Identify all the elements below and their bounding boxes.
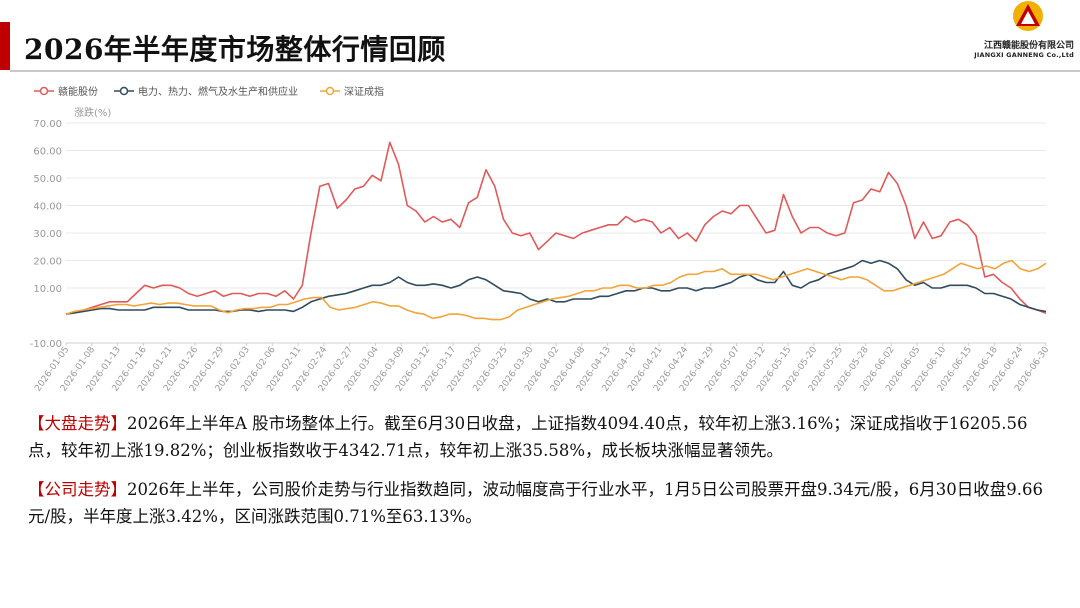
legend-entry-label: 电力、热力、燃气及水生产和供应业 [138,85,298,98]
company-name-cn: 江西赣能股份有限公司 [983,41,1074,51]
line-chart: -10.00 10.00 20.00 30.00 40.00 50.00 60.00 70.0… [30,85,1052,394]
page-title: 2026年半年度市场整体行情回顾 [24,33,446,66]
market-trend-text: 2026年上半年A 股市场整体上行。截至6月30日收盘，上证指数4094.40点… [28,414,1028,460]
series-line-2 [65,259,1047,315]
company-trend-tag: 【公司走势】 [28,480,127,499]
company-name-en: JIANGXI GANNENG Co.,Ltd [974,51,1074,59]
title-divider [10,70,1080,72]
legend-entry-label: 深证成指 [344,85,384,98]
y-tick-label: 70.00 [33,119,62,130]
legend-entry-label: 赣能股份 [58,85,98,98]
y-tick-label: 40.00 [33,202,62,213]
y-tick-label: 20.00 [33,257,62,268]
y-axis-label: 涨跌(%) [74,106,111,119]
title-accent-bar [0,22,10,70]
company-trend-paragraph: 【公司走势】2026年上半年，公司股价走势与行业指数趋同，波动幅度高于行业水平，… [28,476,1058,530]
company-logo-icon [1013,1,1043,31]
series-line-3 [65,259,1047,321]
market-trend-tag: 【大盘走势】 [28,414,127,433]
market-trend-paragraph: 【大盘走势】2026年上半年A 股市场整体上行。截至6月30日收盘，上证指数40… [28,410,1058,464]
legend-marker-icon [325,86,335,96]
company-trend-text: 2026年上半年，公司股价走势与行业指数趋同，波动幅度高于行业水平，1月5日公司… [28,480,1044,526]
y-tick-label: 10.00 [33,284,62,295]
y-tick-label: 50.00 [33,174,62,185]
y-tick-label: 60.00 [33,147,62,158]
y-tick-label: 30.00 [33,229,62,240]
y-tick-label: -10.00 [30,339,62,350]
series-line-1 [65,141,1047,315]
legend-marker-icon [119,86,129,96]
legend-marker-icon [39,86,49,96]
